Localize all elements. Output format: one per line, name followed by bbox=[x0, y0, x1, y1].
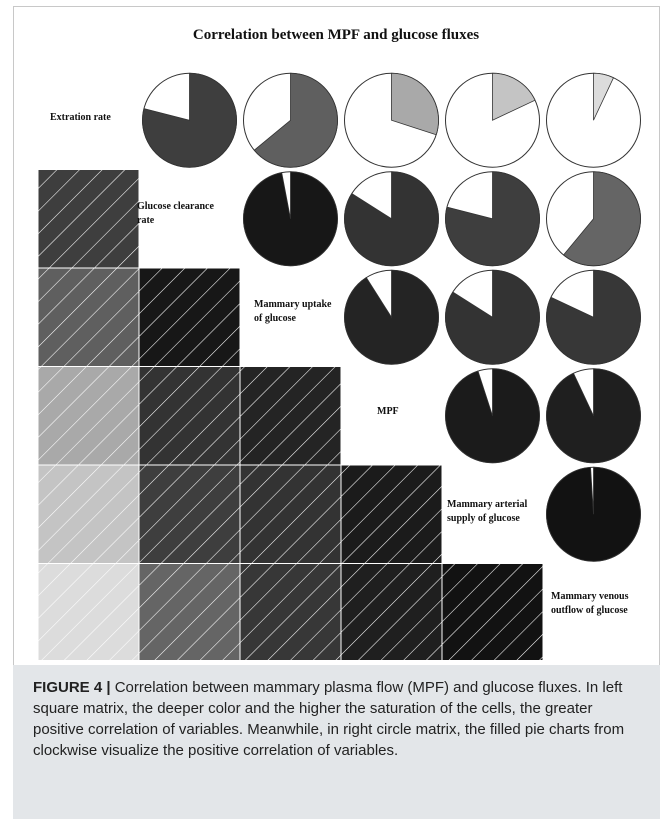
correlation-pie-5-6 bbox=[546, 466, 641, 562]
caption-text: Correlation between mammary plasma flow … bbox=[33, 679, 625, 759]
correlation-pie-3-5 bbox=[445, 269, 540, 365]
variable-label-5: Mammary arterial supply of glucose bbox=[447, 499, 528, 524]
correlation-pie-3-6 bbox=[546, 269, 641, 365]
correlation-pie-2-3 bbox=[243, 171, 338, 267]
correlation-cell-4-2 bbox=[138, 366, 241, 466]
correlation-cell-5-3 bbox=[239, 464, 342, 564]
correlation-cell-6-3 bbox=[239, 563, 342, 660]
correlation-pie-2-5 bbox=[445, 171, 540, 267]
variable-label-2: Glucose clearance rate bbox=[137, 200, 214, 226]
correlation-cell-6-2 bbox=[138, 563, 241, 660]
variable-label-1: Extration rate bbox=[50, 112, 111, 123]
correlation-pie-1-2 bbox=[142, 72, 237, 168]
correlation-cell-6-4 bbox=[340, 563, 443, 660]
variable-label-4: MPF bbox=[377, 405, 399, 417]
correlation-pie-1-6 bbox=[546, 72, 641, 168]
variable-label-3: Mammary uptake of glucose bbox=[254, 299, 332, 324]
figure-caption: FIGURE 4 | Correlation between mammary p… bbox=[13, 665, 660, 819]
correlation-pie-2-4 bbox=[344, 171, 439, 267]
correlation-pie-3-4 bbox=[344, 269, 439, 365]
correlation-cell-5-2 bbox=[138, 464, 241, 564]
variable-label-6: Mammary venous outflow of glucose bbox=[551, 590, 629, 616]
correlation-pie-4-6 bbox=[546, 368, 641, 464]
correlation-pie-1-5 bbox=[445, 72, 540, 168]
correlation-cell-5-4 bbox=[340, 464, 443, 564]
figure-label: FIGURE 4 | bbox=[33, 679, 111, 696]
correlation-cell-2-1 bbox=[37, 169, 140, 269]
correlation-pie-2-6 bbox=[546, 171, 641, 267]
correlation-pie-1-4 bbox=[344, 72, 439, 168]
correlation-cell-3-1 bbox=[37, 267, 140, 367]
correlation-pie-1-3 bbox=[243, 72, 338, 168]
correlation-cell-6-5 bbox=[441, 563, 544, 660]
correlation-cell-4-3 bbox=[239, 366, 342, 466]
correlation-cell-6-1 bbox=[37, 563, 140, 660]
correlation-cell-5-1 bbox=[37, 464, 140, 564]
correlation-pie-4-5 bbox=[445, 368, 540, 464]
chart-title: Correlation between MPF and glucose flux… bbox=[192, 27, 480, 43]
correlation-matrix bbox=[37, 72, 641, 660]
correlation-cell-4-1 bbox=[37, 366, 140, 466]
correlation-cell-3-2 bbox=[138, 267, 241, 367]
